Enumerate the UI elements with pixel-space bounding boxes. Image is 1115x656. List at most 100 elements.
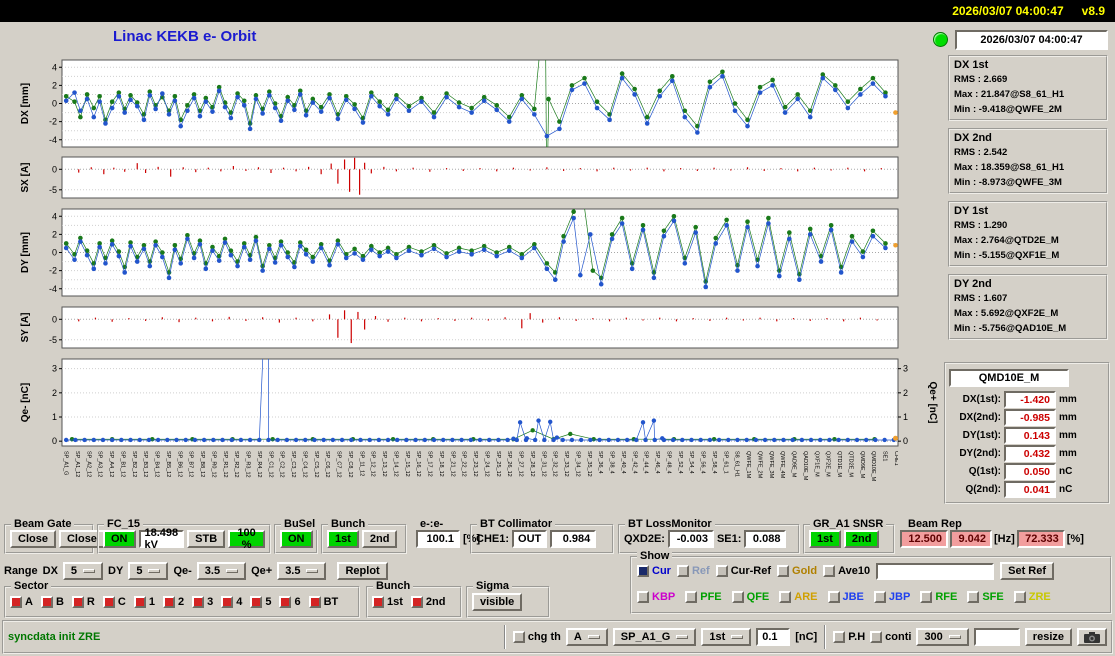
sector-item-3: 3 <box>192 596 213 608</box>
sector-checkbox-5[interactable] <box>250 596 263 608</box>
show-checkbox-sfe[interactable] <box>967 591 980 603</box>
show-checkbox-ave10[interactable] <box>823 565 836 577</box>
svg-text:DX [mm]: DX [mm] <box>20 83 31 124</box>
x-axis-label: SP_35_12 <box>585 451 592 477</box>
sector-checkbox-3[interactable] <box>192 596 205 608</box>
sector-checkbox-6[interactable] <box>279 596 292 608</box>
sector-checkbox-2[interactable] <box>162 596 175 608</box>
range-select-DY[interactable]: 5 <box>128 562 169 580</box>
x-axis-label: SP_C3_12 <box>290 451 296 478</box>
bunch-select-label: Bunch <box>373 580 414 592</box>
ref-name-input[interactable] <box>876 562 995 580</box>
ph-checkbox[interactable] <box>833 631 846 643</box>
bunch-label: Bunch <box>328 518 369 530</box>
stat-rms: RMS : 1.290 <box>954 220 1008 231</box>
show-label: Ref <box>691 565 710 577</box>
beam-gate-close-button-1[interactable]: Close <box>10 530 56 548</box>
bpm-row: Q(1st): 0.050 nC <box>949 463 1105 480</box>
bunch-2nd-button[interactable]: 2nd <box>361 530 398 548</box>
stat-panel-dx-1st: DX 1st RMS : 2.669 Max : 21.847@S8_61_H1 Mi… <box>948 55 1108 121</box>
x-axis-label: QWFE_3M <box>767 451 774 479</box>
show-checkbox-ref[interactable] <box>676 565 689 577</box>
fc15-label: FC_15 <box>104 518 144 530</box>
x-axis-label: SP_22_12 <box>460 451 467 477</box>
x-axis-label: SP_B1_12 <box>119 451 126 478</box>
count-select-dropdown[interactable]: 300 <box>916 628 969 646</box>
bpm-select-dropdown[interactable]: SP_A1_G <box>612 628 697 646</box>
beam-gate-close-button-2[interactable]: Close <box>58 530 105 548</box>
svg-text:Qe- [nC]: Qe- [nC] <box>20 383 31 422</box>
stat-panel-title: DY 1st <box>954 205 989 217</box>
sector-checkbox-1[interactable] <box>133 596 146 608</box>
x-axis-label: SP_54_4 <box>688 451 695 474</box>
gr-snsr-2nd-button[interactable]: 2nd <box>843 530 880 548</box>
range-select-Qe+[interactable]: 3.5 <box>277 562 327 580</box>
status-led-icon <box>933 32 948 47</box>
svg-text:1: 1 <box>52 412 57 422</box>
fc15-on-button[interactable]: ON <box>103 530 136 548</box>
range-select-DX[interactable]: 5 <box>62 562 104 580</box>
gr-snsr-1st-button[interactable]: 1st <box>809 530 841 548</box>
busel-on-button[interactable]: ON <box>280 530 313 548</box>
stat-panel-title: DX 1st <box>954 59 989 71</box>
sector-checkbox-a[interactable] <box>10 596 22 608</box>
show-item-qfe: QFE <box>731 591 769 603</box>
show-checkbox-qfe[interactable] <box>731 591 744 603</box>
x-axis-label: SP_B3_12 <box>142 451 149 478</box>
sector-checkbox-4[interactable] <box>221 596 234 608</box>
screenshot-button[interactable] <box>1077 628 1107 646</box>
show-checkbox-are[interactable] <box>779 591 792 603</box>
beam-rep-label: Beam Rep <box>905 518 965 530</box>
sector-group: Sector A B R C 1 2 3 4 5 6 BT <box>4 580 360 618</box>
show-checkbox-pfe[interactable] <box>685 591 698 603</box>
show-checkbox-jbp[interactable] <box>873 591 886 603</box>
x-axis-label: SE1 <box>881 451 888 462</box>
show-checkbox-rfe[interactable] <box>920 591 933 603</box>
bt-lossmonitor-group: BT LossMonitor QXD2E: -0.003 SE1: 0.088 <box>618 518 800 554</box>
threshold-input[interactable] <box>756 628 791 646</box>
svg-text:1: 1 <box>903 412 908 422</box>
chg-th-checkbox[interactable] <box>512 631 525 643</box>
ph-item: P.H <box>833 631 865 643</box>
bunch-1st-button[interactable]: 1st <box>327 530 359 548</box>
show-checkbox-jbe[interactable] <box>827 591 840 603</box>
x-axis-label: SP_61_1 <box>722 451 729 474</box>
show-checkbox-zre[interactable] <box>1013 591 1026 603</box>
conti-checkbox[interactable] <box>870 631 883 643</box>
range-item-label-Qe-: Qe- <box>173 565 192 577</box>
show-checkbox-kbp[interactable] <box>637 591 649 603</box>
show-checkbox-cur-ref[interactable] <box>715 565 728 577</box>
replot-button[interactable]: Replot <box>337 562 388 580</box>
bpm-row-unit: mm <box>1059 412 1077 423</box>
stat-max: Max : 18.359@S8_61_H1 <box>954 162 1065 173</box>
sigma-visible-button[interactable]: visible <box>472 593 523 611</box>
sector-select-dropdown[interactable]: A <box>565 628 608 646</box>
show-checkbox-gold[interactable] <box>777 565 790 577</box>
bunch-select-dropdown[interactable]: 1st <box>701 628 752 646</box>
bunch-checkbox-2nd[interactable] <box>410 596 423 608</box>
x-axis-label: SP_21_12 <box>449 451 456 477</box>
range-select-Qe-[interactable]: 3.5 <box>196 562 247 580</box>
se1-label: SE1: <box>716 533 742 545</box>
set-ref-button[interactable]: Set Ref <box>1000 562 1055 580</box>
sector-checkbox-r[interactable] <box>71 596 84 608</box>
aux-input[interactable] <box>973 628 1020 646</box>
bpm-row-label: DY(1st): <box>962 430 1001 441</box>
x-axis-label: SP_C6_12 <box>324 451 331 478</box>
fc15-percent-button[interactable]: 100 % <box>228 527 265 551</box>
sector-checkbox-c[interactable] <box>102 596 115 608</box>
svg-text:SY [A]: SY [A] <box>20 313 31 343</box>
bpm-row-value: -1.420 <box>1004 391 1056 408</box>
fc15-stb-button[interactable]: STB <box>187 530 226 548</box>
resize-button[interactable]: resize <box>1024 628 1072 646</box>
sector-checkbox-b[interactable] <box>40 596 53 608</box>
sector-checkbox-bt[interactable] <box>308 596 321 608</box>
x-axis-label: QWFE_2M <box>756 451 763 479</box>
beam-gate-group: Beam Gate Close Close <box>4 518 105 554</box>
bunch-checkbox-1st[interactable] <box>372 596 384 608</box>
x-axis-label: SP_46_4 <box>654 451 660 474</box>
x-axis-label: SP_12_12 <box>369 451 376 477</box>
show-checkbox-cur[interactable] <box>637 565 649 577</box>
x-axis-label: QWFE_1M <box>745 451 751 479</box>
svg-text:-4: -4 <box>49 284 57 294</box>
